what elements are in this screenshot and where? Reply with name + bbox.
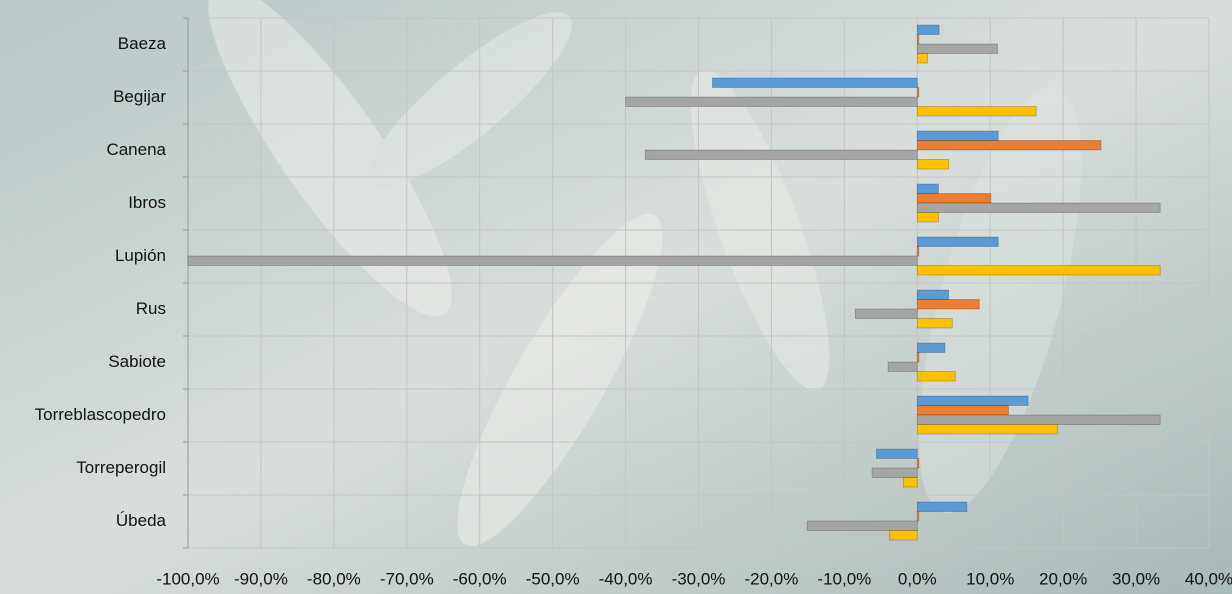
bar xyxy=(916,43,998,54)
y-tick-label: Ibros xyxy=(128,193,166,212)
bar xyxy=(711,77,918,88)
bar xyxy=(916,24,940,35)
bar xyxy=(916,405,1009,416)
bar xyxy=(916,414,1161,425)
bar xyxy=(887,361,918,372)
y-tick-label: Canena xyxy=(106,140,166,159)
y-tick-label: Begijar xyxy=(113,87,166,106)
bar xyxy=(916,342,946,353)
x-tick-label: -60,0% xyxy=(453,569,507,588)
bar xyxy=(916,289,950,300)
x-tick-label: -10,0% xyxy=(817,569,871,588)
bar xyxy=(916,511,920,522)
bar xyxy=(916,183,939,194)
x-tick-label: -80,0% xyxy=(307,569,361,588)
bar xyxy=(916,159,950,170)
bar xyxy=(625,96,918,107)
x-tick-label: -90,0% xyxy=(234,569,288,588)
x-tick-label: 0,0% xyxy=(898,569,937,588)
bar xyxy=(806,520,918,531)
bar xyxy=(916,318,953,329)
bar xyxy=(187,255,918,266)
bar xyxy=(854,308,918,319)
bar xyxy=(916,299,980,310)
x-tick-label: -70,0% xyxy=(380,569,434,588)
bar xyxy=(916,106,1037,117)
bar xyxy=(916,501,968,512)
bar xyxy=(916,371,956,382)
bar xyxy=(916,130,999,141)
bar xyxy=(916,34,920,45)
y-tick-label: Úbeda xyxy=(116,511,167,530)
bar xyxy=(916,202,1161,213)
x-tick-label: -50,0% xyxy=(526,569,580,588)
bar xyxy=(916,236,999,247)
bar xyxy=(916,395,1029,406)
bar xyxy=(916,53,928,64)
bar xyxy=(916,87,920,98)
bar xyxy=(916,352,920,363)
y-tick-label: Baeza xyxy=(118,34,167,53)
bar xyxy=(916,265,1161,276)
bar xyxy=(644,149,918,160)
bar xyxy=(916,246,920,257)
y-tick-label: Lupión xyxy=(115,246,166,265)
x-tick-label: 40,0% xyxy=(1185,569,1232,588)
y-tick-label: Torreperogil xyxy=(76,458,166,477)
y-tick-label: Sabiote xyxy=(108,352,166,371)
y-tick-label: Rus xyxy=(136,299,166,318)
bar xyxy=(916,212,939,223)
x-tick-label: -20,0% xyxy=(744,569,798,588)
bar xyxy=(916,193,992,204)
bar xyxy=(889,530,918,541)
bar xyxy=(876,448,918,459)
x-tick-label: 20,0% xyxy=(1039,569,1087,588)
x-tick-label: -100,0% xyxy=(156,569,219,588)
y-tick-label: Torreblascopedro xyxy=(35,405,166,424)
x-tick-label: 30,0% xyxy=(1112,569,1160,588)
x-tick-label: -40,0% xyxy=(599,569,653,588)
x-tick-label: 10,0% xyxy=(966,569,1014,588)
x-tick-label: -30,0% xyxy=(672,569,726,588)
bar xyxy=(871,467,918,478)
bar xyxy=(903,477,918,488)
bar xyxy=(916,458,920,469)
bar xyxy=(916,140,1102,151)
bar xyxy=(916,424,1058,435)
